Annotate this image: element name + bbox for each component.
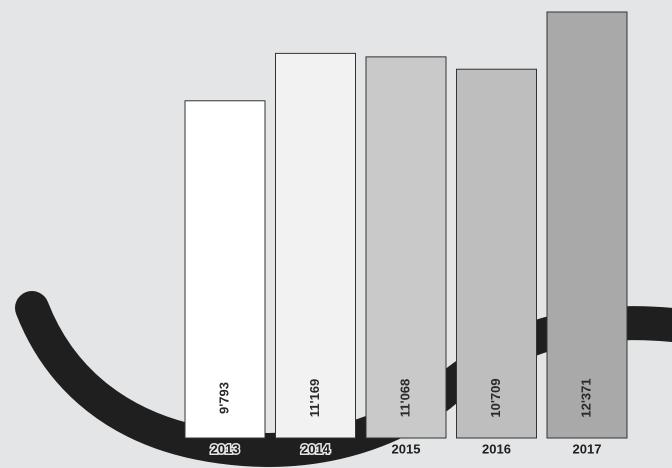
decorative-curve: [15, 291, 672, 467]
x-tick-label: 2013: [211, 441, 240, 456]
x-tick-label: 2014: [301, 441, 331, 456]
x-tick-label: 2017: [573, 441, 602, 456]
value-label: 10'709: [488, 378, 503, 417]
value-label: 12'371: [578, 378, 593, 417]
bar: [184, 100, 266, 439]
bar: [275, 52, 356, 439]
x-tick-label: 2016: [482, 441, 511, 456]
x-tick-label: 2015: [392, 441, 421, 456]
bar: [365, 56, 447, 439]
value-label: 11'068: [397, 379, 412, 418]
value-label: 11'169: [307, 379, 322, 418]
bar: [546, 11, 628, 439]
bar: [456, 68, 537, 439]
value-label: 9'793: [216, 382, 231, 414]
